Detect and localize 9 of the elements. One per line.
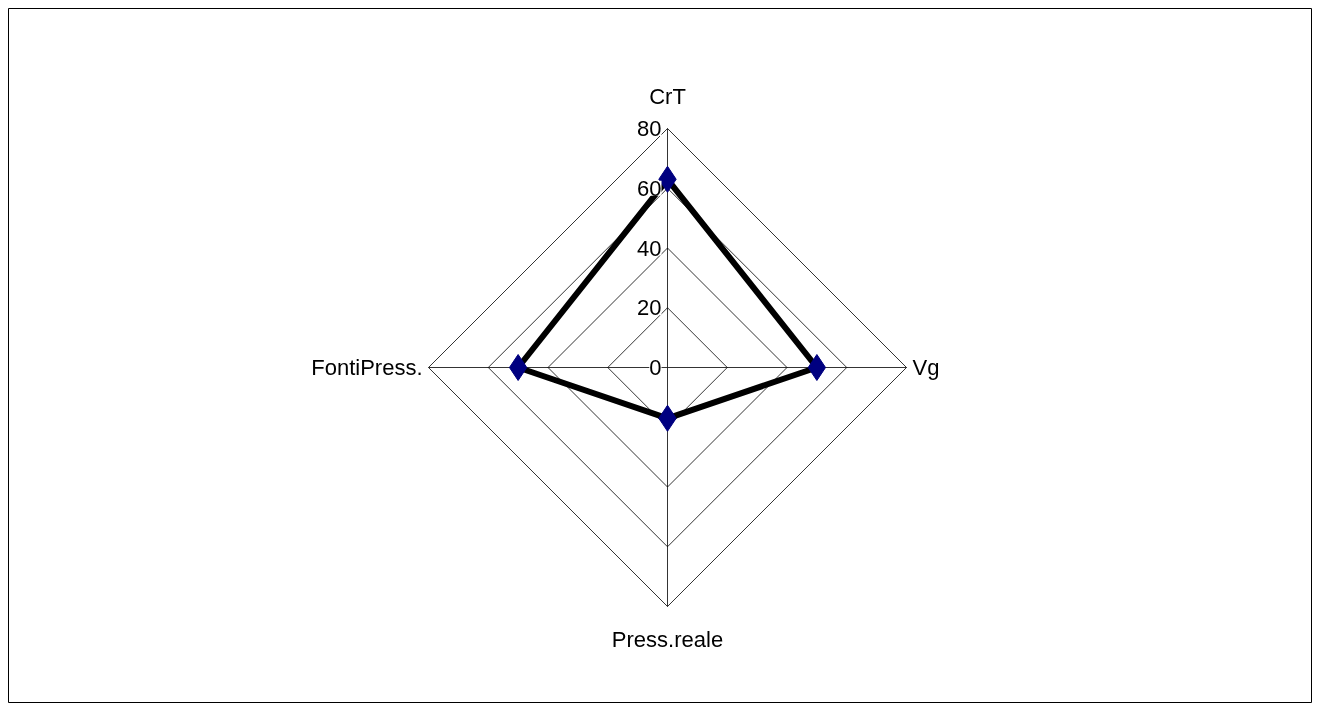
spoke-label: CrT <box>649 83 686 109</box>
y-tick-label: 40 <box>637 235 662 261</box>
y-tick-label: 60 <box>637 175 662 201</box>
spoke-label: FontiPress. <box>311 355 423 380</box>
y-tick-label: 20 <box>637 295 662 321</box>
y-tick-label: 0 <box>649 355 662 380</box>
spoke-label: Vg <box>912 355 940 380</box>
spoke-label: Press.reale <box>611 626 724 652</box>
y-tick-label: 80 <box>637 116 662 141</box>
